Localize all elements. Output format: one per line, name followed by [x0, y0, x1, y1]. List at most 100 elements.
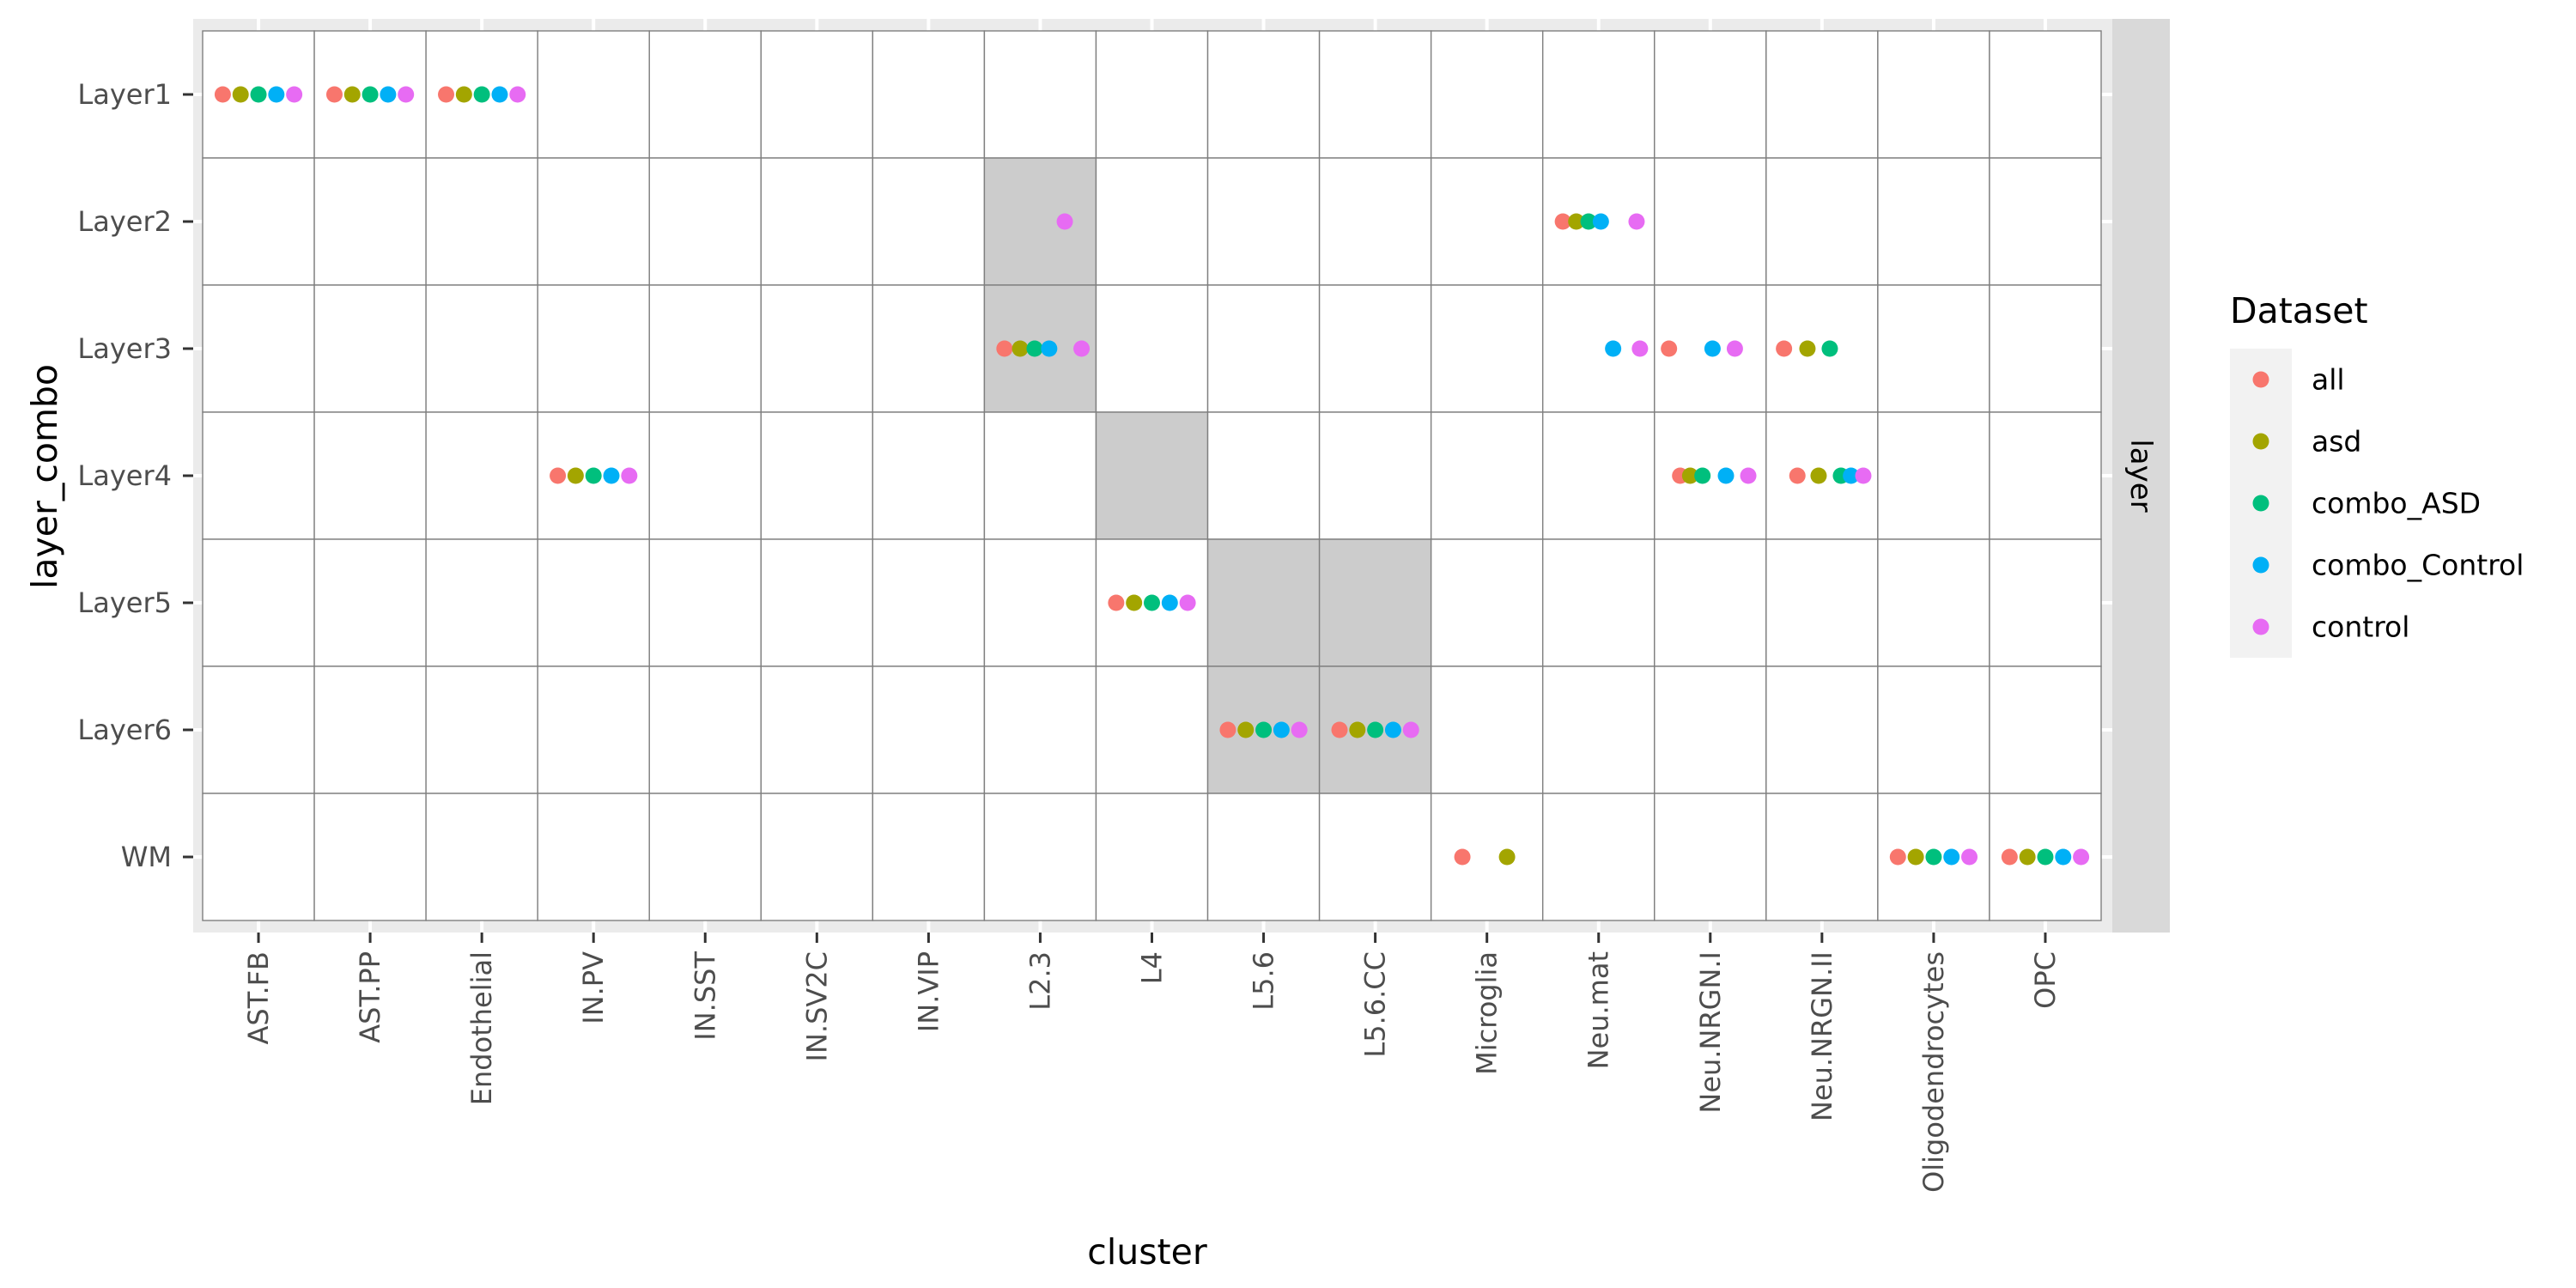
tile [425, 411, 538, 540]
data-point [1821, 340, 1838, 357]
y-tick-label: Layer6 [77, 714, 172, 746]
data-point [380, 86, 397, 103]
data-point [1041, 340, 1058, 357]
data-point [398, 86, 415, 103]
data-point [567, 467, 584, 484]
data-point [286, 86, 303, 103]
x-tick-label: IN.SST [689, 951, 721, 1041]
data-point [1144, 594, 1160, 611]
tile [983, 538, 1097, 667]
tile [313, 793, 427, 921]
data-point [1580, 213, 1597, 230]
x-tick-label: L4 [1136, 951, 1169, 984]
tile [760, 157, 874, 286]
data-point [1799, 340, 1816, 357]
data-point [621, 467, 638, 484]
tile [872, 411, 986, 540]
tile [1318, 411, 1432, 540]
tile [1430, 284, 1544, 413]
tile [760, 284, 874, 413]
data-point [214, 86, 231, 103]
data-point [268, 86, 285, 103]
tile [1430, 157, 1544, 286]
data-point [1726, 340, 1743, 357]
data-point [1592, 213, 1609, 230]
x-tick-label: IN.SV2C [800, 951, 833, 1061]
data-point [1237, 721, 1255, 738]
data-point [1291, 721, 1308, 738]
tile [760, 793, 874, 921]
tile [1206, 793, 1321, 921]
tile-shaded [1318, 538, 1432, 667]
data-point [1349, 721, 1366, 738]
tile [202, 665, 315, 794]
tile [1206, 30, 1321, 159]
tile [1877, 411, 1990, 540]
tile [1654, 665, 1767, 794]
tile-shaded [1206, 538, 1321, 667]
data-point [2001, 848, 2018, 866]
data-point [1631, 340, 1649, 357]
tile [872, 157, 986, 286]
data-point [996, 340, 1013, 357]
data-point [1789, 467, 1806, 484]
tile [1095, 793, 1209, 921]
tile [1877, 538, 1990, 667]
tile [1318, 793, 1432, 921]
facet-strip-label: layer [2123, 439, 2158, 512]
data-point [343, 86, 361, 103]
data-point [491, 86, 508, 103]
tile [202, 157, 315, 286]
tile [1989, 30, 2102, 159]
y-tick-label: Layer1 [77, 78, 172, 111]
tile [1877, 665, 1990, 794]
x-tick-label: L2.3 [1024, 951, 1056, 1011]
data-point [1961, 848, 1978, 866]
data-point [1717, 467, 1735, 484]
data-point [1498, 848, 1516, 866]
tile [1318, 30, 1432, 159]
data-point [1776, 340, 1793, 357]
x-tick-label: Neu.NRGN.I [1694, 951, 1727, 1114]
data-point [1161, 594, 1178, 611]
tile [1542, 30, 1656, 159]
tile [313, 538, 427, 667]
tile [872, 665, 986, 794]
tile [1542, 538, 1656, 667]
tile [1654, 793, 1767, 921]
x-axis: AST.FB AST.PP Endothelial IN.PV IN.SST IN.SV2… [242, 933, 2062, 1193]
data-point [1056, 213, 1073, 230]
tile [537, 538, 650, 667]
tile [1095, 30, 1209, 159]
tile [1542, 793, 1656, 921]
x-tick-label: AST.FB [242, 951, 275, 1044]
legend-label: control [2312, 611, 2409, 644]
data-point [603, 467, 620, 484]
data-point [1628, 213, 1645, 230]
legend-swatch [2252, 556, 2269, 574]
data-point [438, 86, 455, 103]
tile [872, 793, 986, 921]
tile [760, 538, 874, 667]
tile [1654, 30, 1767, 159]
data-point [361, 86, 379, 103]
data-point [1568, 213, 1585, 230]
tile [1877, 30, 1990, 159]
tile [537, 284, 650, 413]
tile [760, 30, 874, 159]
legend-swatch [2252, 433, 2269, 450]
data-point [1843, 467, 1860, 484]
tile [983, 411, 1097, 540]
data-point [1889, 848, 1906, 866]
legend-label: asd [2312, 425, 2361, 459]
legend-label: combo_ASD [2312, 487, 2481, 520]
data-point [250, 86, 267, 103]
tile [1430, 411, 1544, 540]
tile [1989, 411, 2102, 540]
tile [202, 411, 315, 540]
data-point [455, 86, 472, 103]
tile [1542, 665, 1656, 794]
data-point [1273, 721, 1290, 738]
tile [983, 665, 1097, 794]
